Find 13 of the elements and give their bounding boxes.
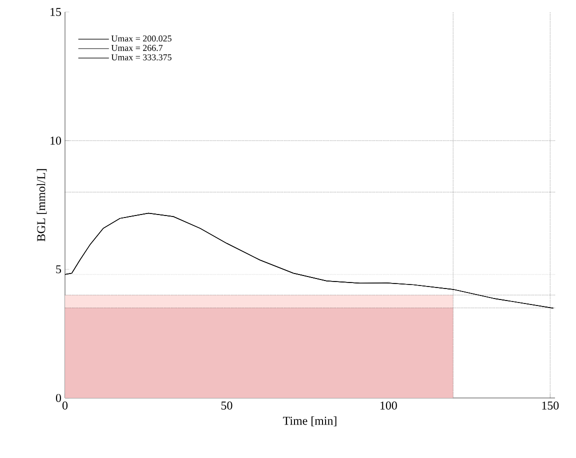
y-axis-title: BGL [mmol/L] bbox=[36, 169, 47, 242]
x-tick-label: 50 bbox=[221, 402, 232, 410]
y-tick-label: 10 bbox=[50, 136, 62, 145]
x-tick-label: 150 bbox=[542, 402, 559, 410]
y-tick-label: 0 bbox=[56, 394, 62, 402]
x-tick-label: 0 bbox=[62, 402, 68, 410]
legend-label: Umax = 200.025 bbox=[111, 35, 172, 42]
y-tick-label: 15 bbox=[50, 8, 62, 16]
legend-label: Umax = 266.7 bbox=[111, 44, 163, 51]
legend-label: Umax = 333.375 bbox=[111, 54, 172, 60]
x-axis-title: Time [min] bbox=[283, 416, 336, 426]
x-tick-label: 100 bbox=[380, 402, 397, 410]
y-tick-label: 5 bbox=[56, 265, 62, 274]
